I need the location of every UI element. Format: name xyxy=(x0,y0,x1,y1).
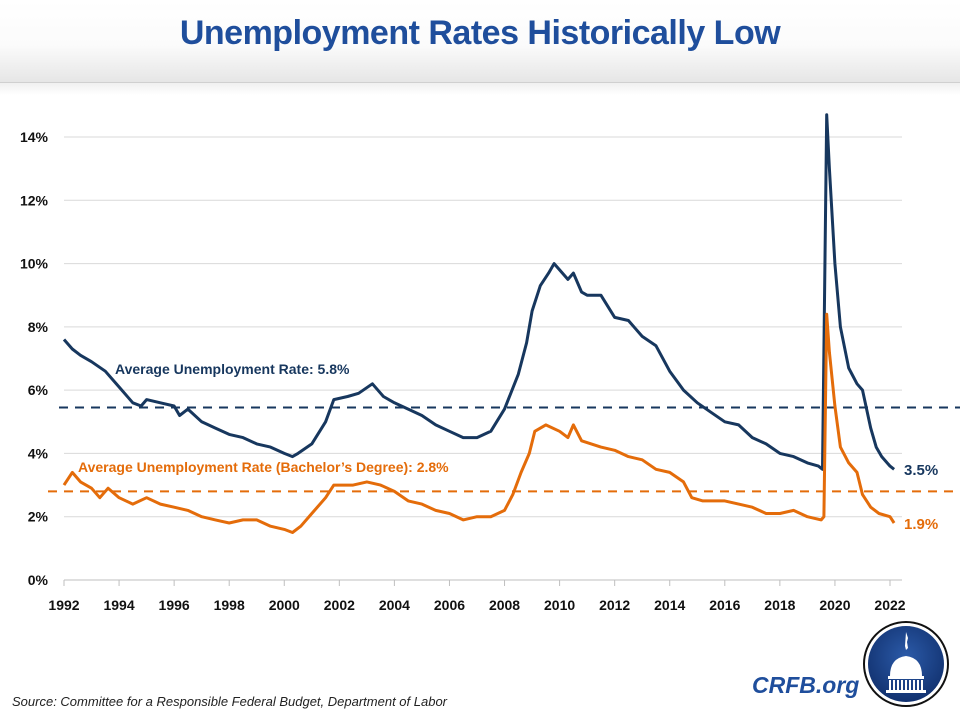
y-tick-label: 8% xyxy=(28,319,49,335)
x-tick-label: 2012 xyxy=(599,597,630,613)
end-value-label: 3.5% xyxy=(904,462,938,479)
x-tick-label: 2020 xyxy=(819,597,850,613)
x-tick-label: 2014 xyxy=(654,597,685,613)
series-line-unemployment xyxy=(62,113,896,471)
y-tick-label: 12% xyxy=(20,192,49,208)
y-tick-label: 10% xyxy=(20,256,49,272)
x-tick-label: 1994 xyxy=(103,597,134,613)
average-label: Average Unemployment Rate: 5.8% xyxy=(115,361,350,377)
x-tick-label: 2006 xyxy=(434,597,465,613)
banner-shadow xyxy=(0,83,960,95)
x-tick-label: 1992 xyxy=(48,597,79,613)
chart-title: Unemployment Rates Historically Low xyxy=(179,14,781,52)
title-banner: Unemployment Rates Historically Low xyxy=(0,0,960,83)
x-tick-label: 1996 xyxy=(159,597,190,613)
y-tick-label: 4% xyxy=(28,445,49,461)
x-tick-label: 2018 xyxy=(764,597,795,613)
series-line-bachelors xyxy=(62,312,896,534)
x-tick-label: 2022 xyxy=(874,597,905,613)
x-tick-label: 2008 xyxy=(489,597,520,613)
end-value-label: 1.9% xyxy=(904,516,938,533)
y-tick-label: 6% xyxy=(28,382,49,398)
x-tick-label: 2016 xyxy=(709,597,740,613)
average-label: Average Unemployment Rate (Bachelor’s De… xyxy=(78,459,449,475)
x-tick-label: 2002 xyxy=(324,597,355,613)
y-tick-label: 14% xyxy=(20,129,49,145)
x-tick-label: 2010 xyxy=(544,597,575,613)
x-tick-label: 2000 xyxy=(269,597,300,613)
y-tick-label: 2% xyxy=(28,509,49,525)
x-tick-label: 1998 xyxy=(214,597,245,613)
brand-link[interactable]: CRFB.org xyxy=(752,672,860,698)
source-note: Source: Committee for a Responsible Fede… xyxy=(12,694,448,709)
y-tick-label: 0% xyxy=(28,572,49,588)
x-tick-label: 2004 xyxy=(379,597,410,613)
crfb-capitol-logo-icon xyxy=(863,621,949,707)
